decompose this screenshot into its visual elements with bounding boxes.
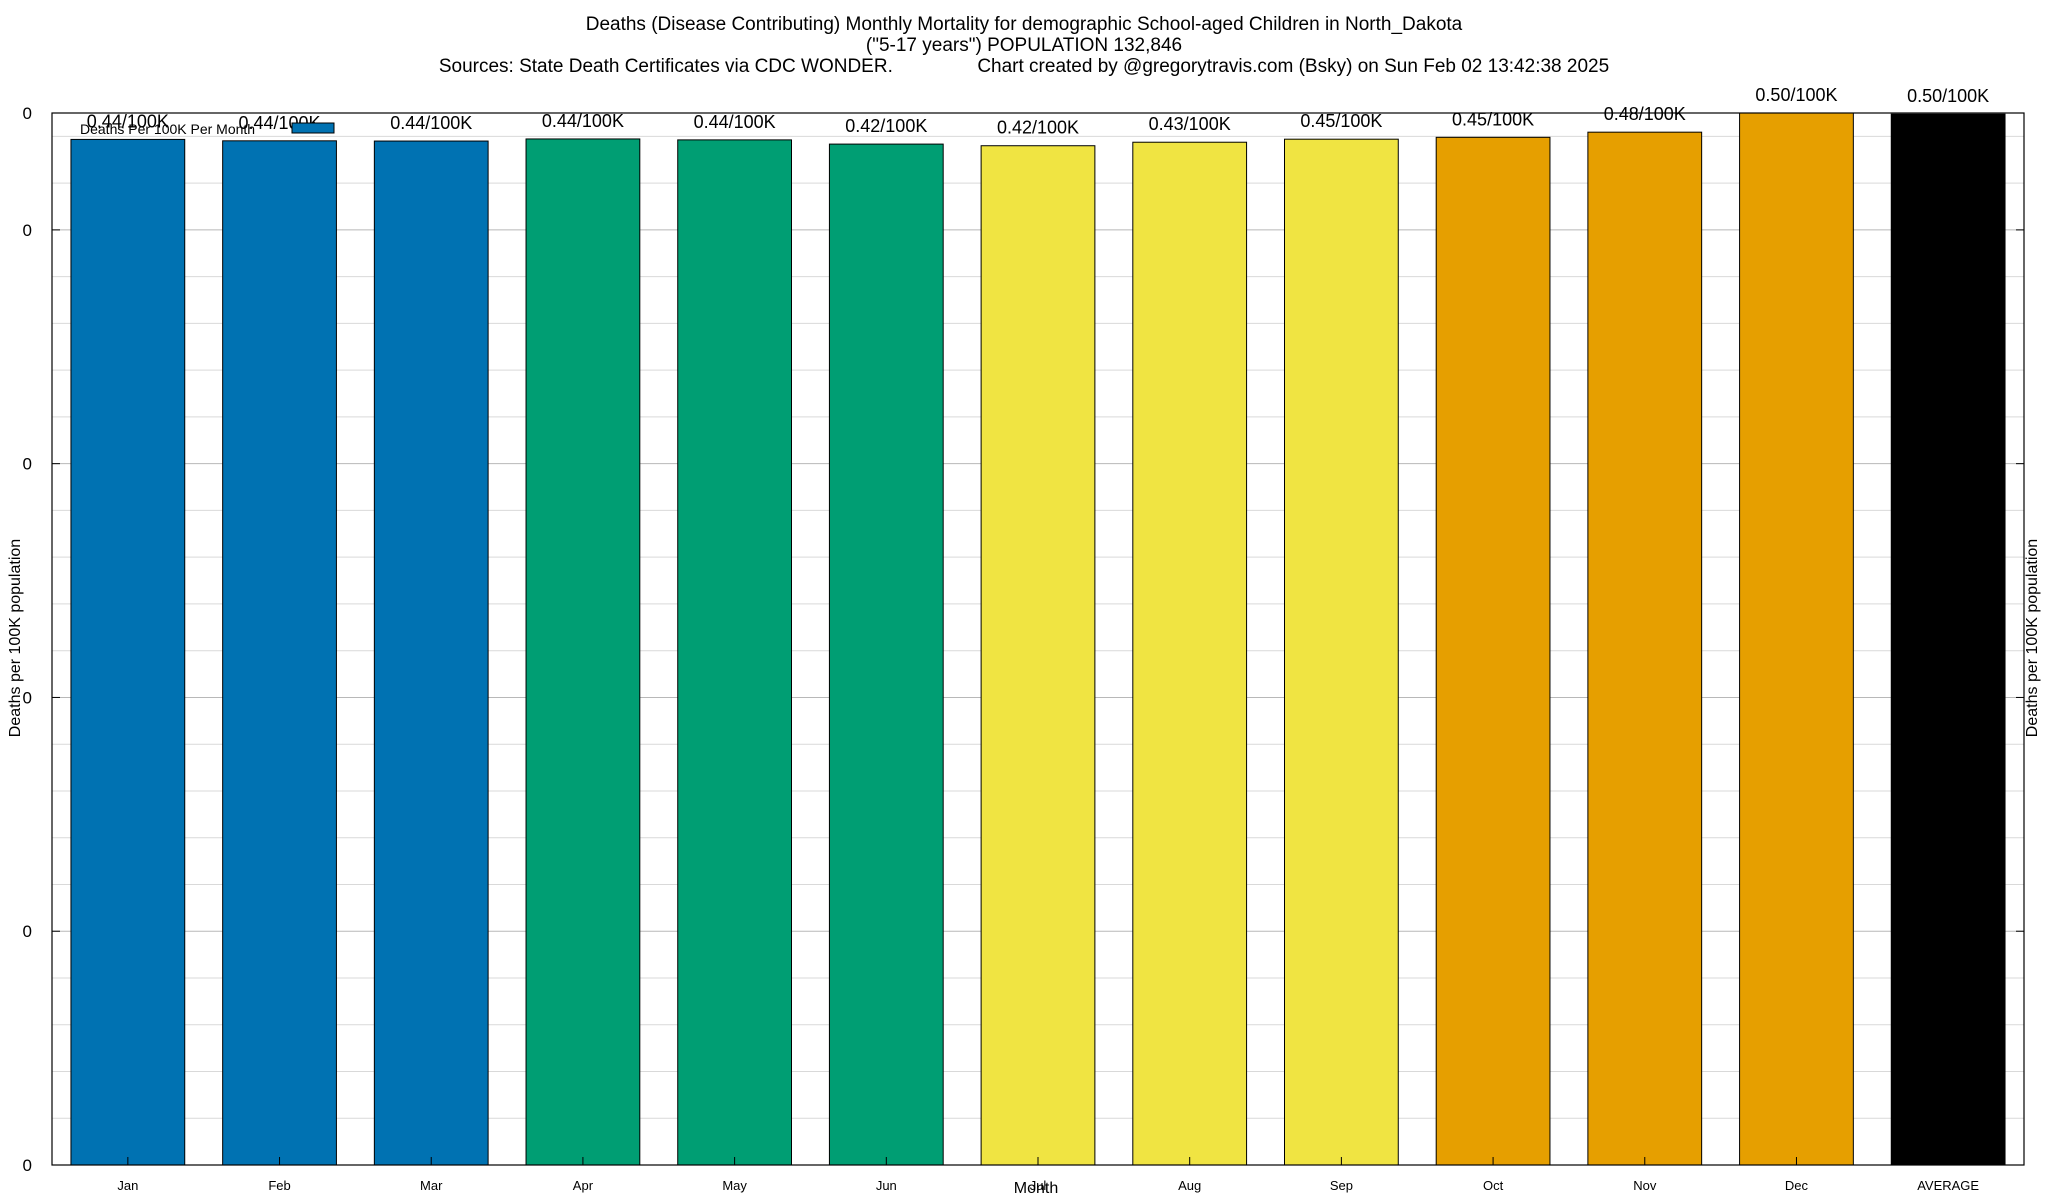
y-axis-title: Deaths per 100K population — [7, 539, 24, 737]
legend: Deaths Per 100K Per Month — [80, 121, 334, 137]
legend-swatch — [292, 123, 334, 133]
bar-value-label: 0.44/100K — [542, 111, 624, 131]
bar-sep — [1285, 139, 1399, 1165]
bar-dec — [1740, 113, 1854, 1165]
bar-value-label: 0.45/100K — [1300, 111, 1382, 131]
bar-aug — [1133, 142, 1247, 1165]
x-tick-label: Sep — [1330, 1178, 1353, 1193]
legend-label: Deaths Per 100K Per Month — [80, 121, 255, 137]
bar-value-label: 0.44/100K — [694, 112, 776, 132]
x-tick-label: Oct — [1483, 1178, 1504, 1193]
bar-nov — [1588, 132, 1702, 1165]
bar-value-label: 0.42/100K — [845, 116, 927, 136]
x-tick-label: AVERAGE — [1917, 1178, 1979, 1193]
y-tick-label: 0 — [23, 104, 32, 123]
x-tick-label: Nov — [1633, 1178, 1657, 1193]
bar-value-label: 0.50/100K — [1907, 86, 1989, 106]
bar-value-labels: 0.44/100K 0.44/100K 0.44/100K 0.44/100K 0.44… — [87, 85, 1989, 138]
y2-axis-title: Deaths per 100K population — [2024, 539, 2041, 737]
bar-jun — [829, 144, 943, 1165]
x-tick-label: Apr — [573, 1178, 594, 1193]
bar-average — [1891, 114, 2005, 1165]
x-tick-label: Aug — [1178, 1178, 1201, 1193]
bar-value-label: 0.50/100K — [1755, 85, 1837, 105]
bar-chart: 0.44/100K 0.44/100K 0.44/100K 0.44/100K 0.44… — [0, 0, 2048, 1200]
y-tick-label: 0 — [23, 221, 32, 240]
x-tick-label: Dec — [1785, 1178, 1809, 1193]
bar-mar — [374, 141, 488, 1165]
x-tick-label: Jan — [117, 1178, 138, 1193]
bar-value-label: 0.44/100K — [390, 113, 472, 133]
x-tick-label: May — [722, 1178, 747, 1193]
bar-value-label: 0.43/100K — [1149, 114, 1231, 134]
bar-apr — [526, 139, 640, 1165]
y-tick-label: 0 — [23, 922, 32, 941]
bar-oct — [1436, 137, 1550, 1165]
bars — [71, 113, 2005, 1165]
bar-feb — [223, 141, 337, 1165]
bar-jan — [71, 139, 185, 1165]
bar-value-label: 0.45/100K — [1452, 109, 1534, 129]
x-tick-label: Jun — [876, 1178, 897, 1193]
y-tick-label: 0 — [23, 1156, 32, 1175]
bar-value-label: 0.42/100K — [997, 118, 1079, 138]
x-axis-title: Month — [1014, 1180, 1058, 1197]
bar-jul — [981, 146, 1095, 1165]
y-tick-label: 0 — [23, 455, 32, 474]
x-tick-label: Mar — [420, 1178, 443, 1193]
bar-value-label: 0.48/100K — [1604, 104, 1686, 124]
bar-may — [678, 140, 792, 1165]
x-tick-label: Feb — [268, 1178, 290, 1193]
